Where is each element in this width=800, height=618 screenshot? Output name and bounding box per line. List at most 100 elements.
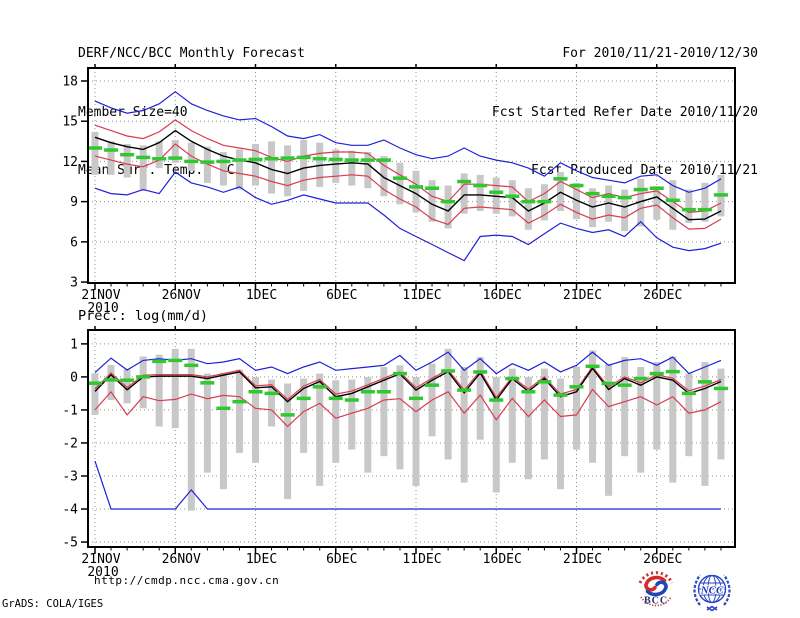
member-spread-bar [252, 376, 259, 463]
ncc-logo-text: NCC [700, 585, 724, 597]
series-ensemble-min [94, 171, 722, 262]
y-tick-label: -1 [62, 403, 78, 418]
member-spread-bar [348, 379, 356, 450]
member-spread-bar [444, 348, 452, 460]
ncc-logo: NCC [693, 574, 731, 612]
x-tick-label: 1DEC [246, 288, 277, 303]
member-spread-bar [316, 373, 324, 486]
series-ensemble-max [94, 351, 722, 375]
member-spread-bar [300, 378, 308, 453]
x-tick-label: 26NOV [162, 288, 201, 303]
y-tick-label: -5 [62, 536, 78, 551]
grads-credit: GrADS: COLA/IGES [2, 598, 104, 610]
series-ensemble-min [94, 460, 721, 510]
member-spread-bar [364, 152, 372, 189]
bcc-swirl-red-icon [644, 575, 667, 592]
member-spread-bar [107, 365, 115, 401]
x-year-label: 2010 [87, 565, 118, 580]
x-year-label: 2010 [87, 301, 118, 316]
y-tick-label: -4 [62, 503, 78, 518]
member-spread-bar [444, 185, 452, 229]
member-spread-bar [91, 131, 99, 175]
x-tick-label: 21NOV [81, 552, 120, 567]
member-spread-bar [653, 362, 661, 450]
member-spread-bar [284, 383, 292, 500]
panel-border [87, 329, 736, 548]
member-spread-bar [235, 149, 243, 190]
ncc-wreath-left-icon [693, 574, 701, 606]
x-tick-label: 21DEC [563, 288, 602, 303]
member-spread-bar [556, 378, 564, 490]
member-spread-bar [685, 189, 693, 224]
member-spread-bar [396, 365, 404, 470]
member-spread-bar [187, 348, 195, 511]
member-spread-bar [669, 180, 677, 230]
member-spread-bar [252, 144, 259, 186]
series-minus-spread [94, 143, 722, 230]
y-tick-label: 12 [62, 155, 78, 170]
member-spread-bar [171, 348, 179, 429]
member-spread-bar [637, 366, 645, 473]
x-tick-label: 6DEC [326, 288, 357, 303]
member-spread-bar [524, 188, 532, 230]
member-spread-bar [524, 376, 532, 480]
member-spread-bar [460, 173, 468, 214]
member-spread-bar [412, 376, 420, 486]
member-spread-bar [364, 376, 372, 473]
member-spread-bar [717, 368, 725, 460]
member-spread-bar [621, 189, 629, 232]
x-tick-label: 1DEC [246, 552, 277, 567]
y-tick-label: 0 [70, 370, 78, 385]
ncc-wreath-right-icon [723, 574, 731, 606]
member-spread-bar [653, 186, 661, 220]
ncc-wreath-tie-icon [706, 605, 718, 612]
bcc-arc-text-top-icon [638, 571, 674, 584]
member-spread-bar [396, 162, 404, 205]
series-ensemble-mean [94, 129, 722, 221]
member-spread-bar [155, 141, 163, 169]
x-tick-label: 21DEC [563, 552, 602, 567]
x-tick-label: 16DEC [483, 288, 522, 303]
member-spread-bar [460, 366, 468, 483]
member-spread-bar [203, 373, 211, 473]
member-spread-bar [219, 152, 227, 186]
member-spread-bar [589, 350, 597, 463]
member-spread-bar [91, 373, 99, 415]
member-spread-bar [139, 145, 147, 191]
member-spread-bar [139, 356, 147, 409]
member-spread-bar [492, 376, 500, 493]
series-ensemble-max [94, 90, 722, 193]
member-spread-bar [171, 139, 179, 163]
member-spread-bar [203, 146, 211, 183]
x-tick-label: 21NOV [81, 288, 120, 303]
forecast-range-label: For 2010/11/21-2010/12/30 [562, 46, 758, 61]
member-spread-bar [476, 174, 484, 212]
precip-panel-label: Prec.: log(mm/d) [78, 308, 209, 324]
chart-title: DERF/NCC/BCC Monthly Forecast [78, 46, 305, 61]
footer-logos: BCC NCC [634, 567, 731, 612]
bcc-logo: BCC [634, 567, 678, 611]
panel-border [87, 67, 736, 284]
x-tick-label: 26DEC [643, 552, 682, 567]
bcc-logo-text: BCC [644, 596, 668, 607]
member-spread-bar [669, 356, 677, 483]
member-spread-bar [605, 363, 613, 496]
member-spread-bar [428, 180, 436, 222]
bcc-arc-text-bottom-icon [640, 596, 672, 607]
member-spread-bar [268, 141, 276, 194]
x-tick-label: 16DEC [483, 552, 522, 567]
y-tick-label: 6 [70, 235, 78, 250]
member-spread-bar [701, 362, 709, 486]
member-spread-bar [380, 156, 388, 197]
member-spread-bar [123, 369, 131, 404]
x-tick-label: 11DEC [402, 552, 441, 567]
y-tick-label: 9 [70, 195, 78, 210]
member-spread-bar [476, 357, 484, 440]
y-tick-label: -2 [62, 436, 78, 451]
member-spread-bar [284, 145, 292, 197]
series-ensemble-mean [94, 367, 722, 403]
y-tick-label: 18 [62, 75, 78, 90]
